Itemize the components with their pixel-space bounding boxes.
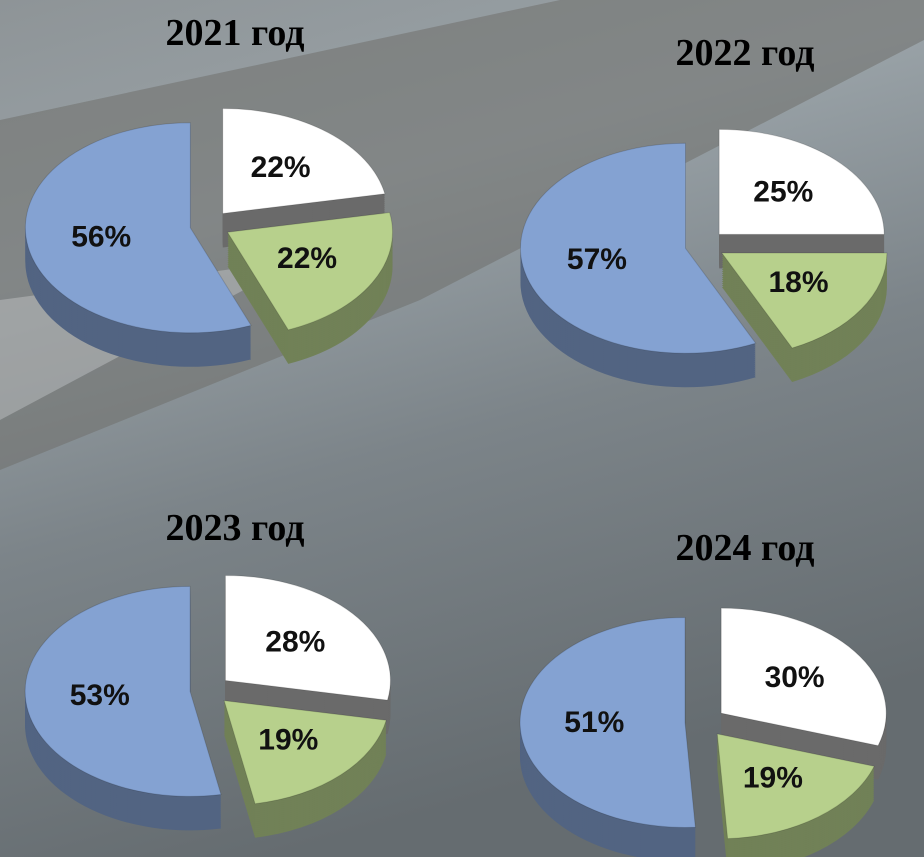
- chart-title: 2022 год: [676, 32, 815, 74]
- data-label: 30%: [765, 661, 825, 694]
- chart-title: 2021 год: [166, 12, 305, 54]
- slice: [716, 733, 875, 840]
- chart-title: 2024 год: [676, 527, 815, 569]
- data-label: 19%: [743, 761, 803, 794]
- data-label: 19%: [258, 723, 318, 756]
- slice: [224, 574, 391, 701]
- slice: [519, 616, 696, 828]
- slice: [520, 142, 757, 354]
- data-label: 51%: [564, 706, 624, 739]
- data-label: 22%: [251, 151, 311, 184]
- data-label: 56%: [71, 221, 131, 254]
- slice: [720, 607, 887, 747]
- data-label: 25%: [753, 175, 813, 208]
- data-label: 22%: [277, 242, 337, 275]
- data-label: 18%: [768, 266, 828, 299]
- data-label: 53%: [70, 679, 130, 712]
- data-label: 57%: [567, 243, 627, 276]
- slice: [226, 212, 394, 331]
- slice: [223, 700, 387, 805]
- slice: [24, 122, 252, 334]
- slice: [720, 252, 888, 349]
- data-label: 28%: [265, 626, 325, 659]
- slice: [24, 585, 222, 797]
- slice: [718, 128, 885, 235]
- slice: [222, 107, 386, 215]
- chart-title: 2023 год: [166, 507, 305, 549]
